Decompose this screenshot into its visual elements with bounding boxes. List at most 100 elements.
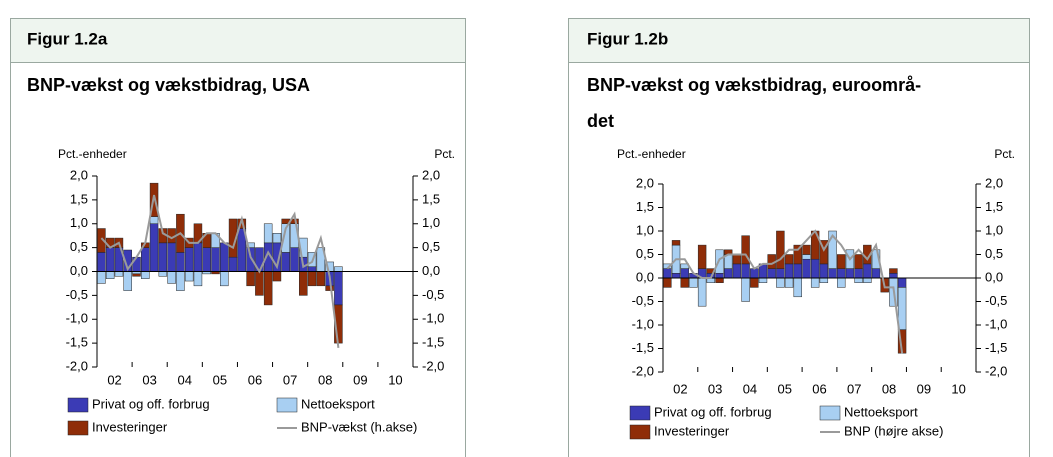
bar — [854, 268, 863, 279]
legend-label: Nettoeksport — [844, 404, 918, 419]
x-tick-label: 05 — [777, 381, 791, 396]
bar — [732, 263, 742, 279]
y-tick-label: 1,5 — [70, 191, 88, 206]
bar — [176, 271, 185, 291]
bar — [97, 228, 106, 253]
legend-swatch — [629, 405, 651, 421]
bar — [889, 273, 898, 279]
y2-tick-label: 1,5 — [422, 191, 440, 206]
bar — [680, 268, 689, 279]
bar — [680, 277, 689, 288]
bar — [202, 247, 211, 272]
bar — [228, 218, 238, 258]
y-tick-label: 2,0 — [70, 167, 88, 182]
legend-swatch — [629, 424, 651, 440]
bar — [263, 223, 273, 244]
header-band — [568, 18, 1030, 62]
bar — [837, 277, 846, 288]
x-tick-label: 05 — [213, 372, 227, 387]
y2-axis-label: Pct. — [434, 147, 455, 161]
bar — [663, 277, 672, 288]
bar — [299, 271, 308, 296]
bar — [837, 254, 846, 269]
bar — [724, 268, 733, 279]
bar — [715, 273, 724, 279]
y2-tick-label: 0,5 — [422, 239, 440, 254]
bar — [97, 252, 106, 272]
bar — [97, 271, 106, 284]
legend-label: Privat og off. forbrug — [92, 396, 210, 411]
bar — [105, 247, 115, 272]
bar — [671, 273, 681, 279]
bar — [767, 268, 776, 279]
x-tick-label: 09 — [353, 372, 367, 387]
legend-swatch — [67, 420, 89, 436]
chart-title: BNP-vækst og vækstbidrag, USA — [27, 75, 310, 95]
y-tick-label: 0,0 — [636, 269, 654, 284]
y-tick-label: -1,5 — [632, 340, 654, 355]
bar — [697, 244, 707, 269]
legend-label: Investeringer — [92, 419, 168, 434]
bar — [184, 271, 194, 282]
bar — [184, 247, 194, 272]
bar — [689, 277, 698, 288]
bar — [290, 247, 299, 272]
bar — [220, 242, 229, 272]
bar — [272, 233, 282, 244]
bar — [828, 268, 837, 279]
x-tick-label: 08 — [318, 372, 332, 387]
x-tick-label: 07 — [847, 381, 861, 396]
legend-swatch — [819, 405, 841, 421]
bar — [819, 277, 829, 283]
y2-tick-label: 0,5 — [985, 246, 1003, 261]
bar — [854, 277, 863, 283]
y-tick-label: 0,0 — [70, 263, 88, 278]
bar — [671, 240, 681, 246]
bar — [263, 271, 273, 306]
bar — [750, 277, 759, 288]
y2-tick-label: 0,0 — [422, 263, 440, 278]
bar — [132, 273, 141, 277]
x-tick-label: 04 — [743, 381, 757, 396]
bar — [246, 242, 255, 248]
bar — [897, 287, 907, 330]
bar — [167, 271, 176, 284]
bar — [246, 271, 255, 287]
x-tick-label: 09 — [917, 381, 931, 396]
bar — [784, 254, 794, 265]
x-tick-label: 06 — [248, 372, 262, 387]
bar — [871, 268, 881, 279]
bar — [810, 258, 820, 279]
figure-label: Figur 1.2a — [27, 29, 108, 48]
y2-tick-label: -0,5 — [985, 293, 1007, 308]
bar — [149, 223, 159, 272]
bar — [123, 271, 132, 291]
x-tick-label: 02 — [673, 381, 687, 396]
y-tick-label: 0,5 — [70, 239, 88, 254]
bar — [663, 268, 672, 279]
bar — [220, 271, 229, 287]
y-tick-label: 1,0 — [636, 222, 654, 237]
bar — [845, 268, 855, 279]
legend-label: Privat og off. forbrug — [654, 404, 772, 419]
x-tick-label: 04 — [178, 372, 192, 387]
chart-title: det — [587, 111, 614, 131]
bar — [837, 268, 846, 279]
line — [666, 229, 904, 354]
y-tick-label: 0,5 — [636, 246, 654, 261]
bar — [193, 242, 203, 272]
header-band — [10, 18, 466, 62]
y-tick-label: -2,0 — [66, 358, 88, 373]
bar — [802, 258, 811, 279]
bar — [741, 235, 750, 265]
y2-tick-label: 1,5 — [985, 199, 1003, 214]
bar — [889, 268, 898, 274]
y2-tick-label: 1,0 — [985, 222, 1003, 237]
bar — [325, 285, 334, 291]
bar — [307, 266, 317, 272]
bar — [176, 252, 185, 272]
legend-swatch — [276, 397, 298, 413]
legend-swatch — [67, 397, 89, 413]
y-tick-label: -0,5 — [632, 293, 654, 308]
bar — [793, 263, 802, 279]
